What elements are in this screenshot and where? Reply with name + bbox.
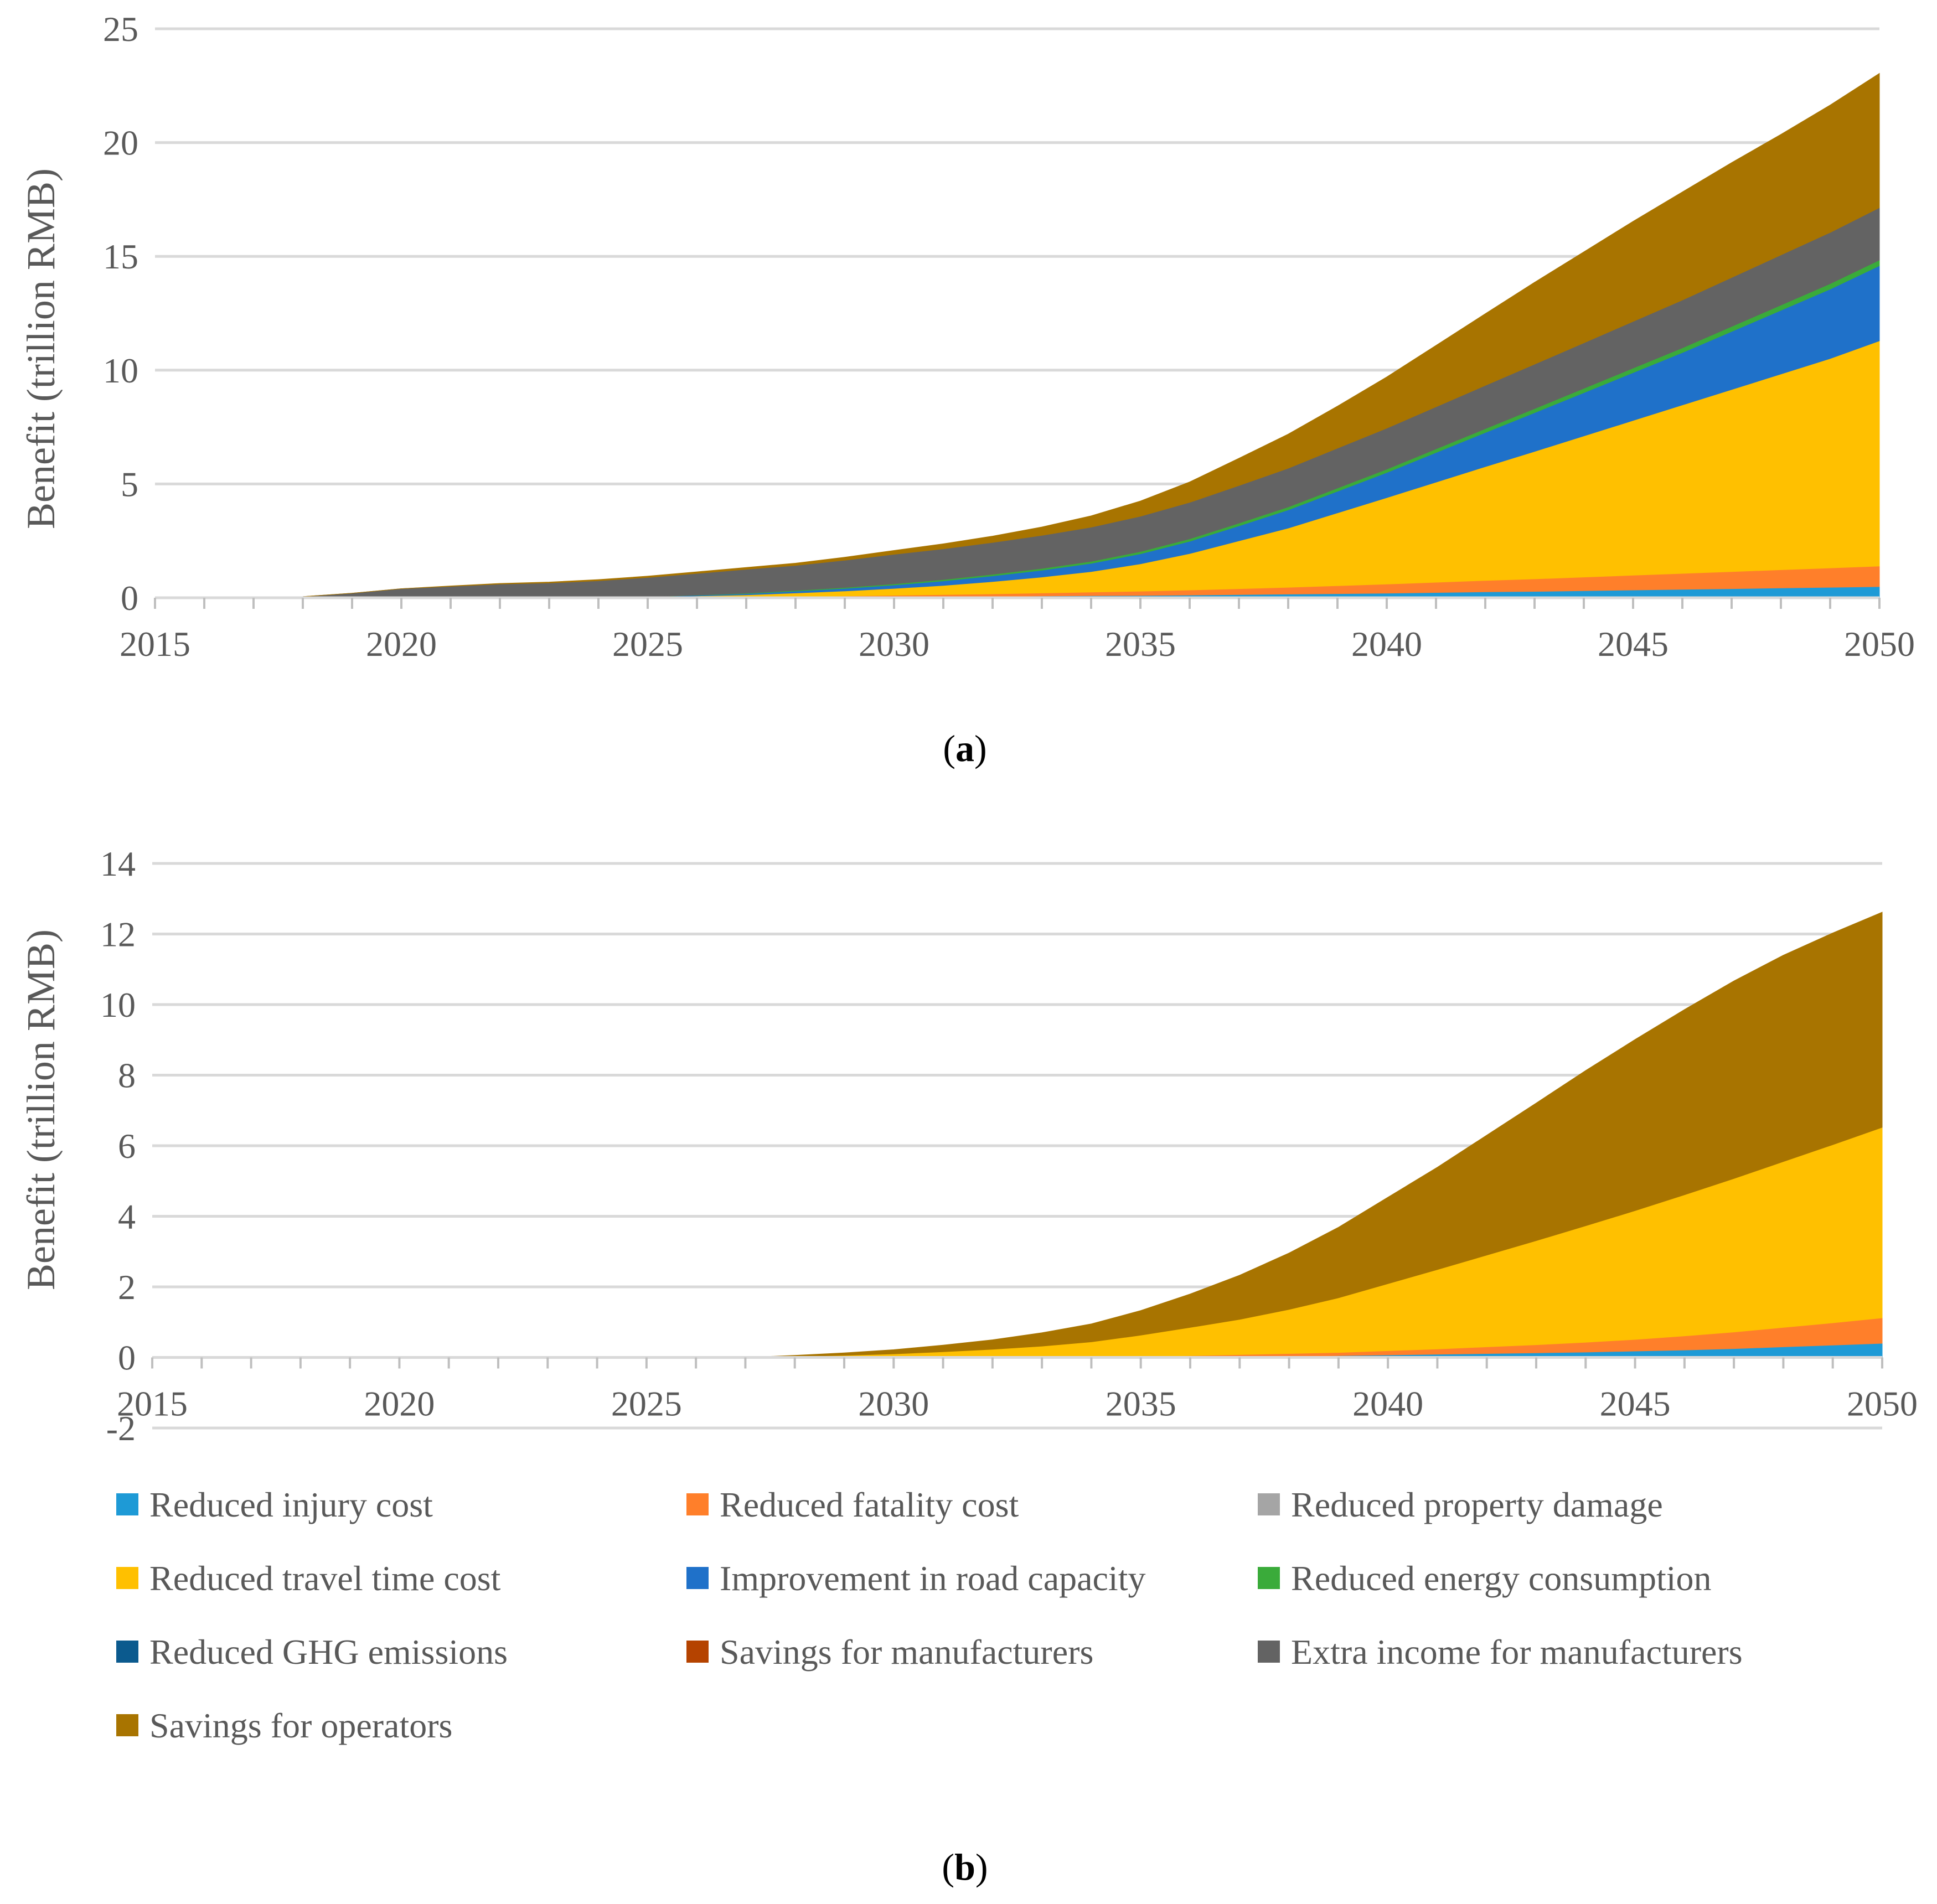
y-tick-label-a-10: 10 <box>103 351 138 390</box>
legend-label-reduced-injury-cost: Reduced injury cost <box>149 1485 433 1524</box>
y-tick-label-b-14: 14 <box>100 844 136 883</box>
legend-label-reduced-ghg-emissions: Reduced GHG emissions <box>149 1632 508 1672</box>
chart-b-axes <box>151 1356 1883 1369</box>
legend-item-extra-income-for-manufacturers: Extra income for manufacturers <box>1258 1632 1743 1672</box>
y-tick-label-b-10: 10 <box>100 985 136 1025</box>
chart-a-y-tick-labels: 0 5 10 15 20 25 <box>103 9 138 618</box>
y-tick-label-b-6: 6 <box>118 1126 136 1166</box>
legend: Reduced injury cost Reduced fatality cost… <box>116 1485 1743 1745</box>
legend-label-reduced-fatality-cost: Reduced fatality cost <box>720 1485 1019 1524</box>
x-tick-label-b-2025: 2025 <box>611 1384 682 1424</box>
chart-b-y-tick-labels: -2 0 2 4 6 8 10 12 14 <box>100 844 136 1448</box>
x-tick-label-b-2050: 2050 <box>1847 1384 1918 1424</box>
legend-label-savings-for-manufacturers: Savings for manufacturers <box>720 1632 1093 1672</box>
panel-label-b: (b) <box>942 1846 988 1888</box>
legend-swatch-reduced-travel-time-cost <box>116 1567 138 1589</box>
x-tick-label-a-2050: 2050 <box>1844 624 1915 664</box>
legend-item-reduced-ghg-emissions: Reduced GHG emissions <box>116 1632 508 1672</box>
x-tick-label-a-2015: 2015 <box>120 624 190 664</box>
legend-swatch-savings-for-operators <box>116 1714 138 1736</box>
x-tick-label-a-2020: 2020 <box>366 624 437 664</box>
y-tick-label-b--2: -2 <box>106 1409 136 1448</box>
x-tick-label-b-2045: 2045 <box>1600 1384 1671 1424</box>
legend-label-savings-for-operators: Savings for operators <box>149 1706 452 1745</box>
y-tick-label-a-15: 15 <box>103 237 138 276</box>
x-tick-label-b-2015: 2015 <box>117 1384 188 1424</box>
legend-swatch-reduced-ghg-emissions <box>116 1641 138 1663</box>
chart-b-y-axis-label: Benefit (trillion RMB) <box>19 929 63 1290</box>
y-tick-label-b-12: 12 <box>100 915 136 954</box>
y-tick-label-b-8: 8 <box>118 1056 136 1095</box>
legend-item-savings-for-manufacturers: Savings for manufacturers <box>686 1632 1093 1672</box>
x-tick-label-b-2040: 2040 <box>1352 1384 1423 1424</box>
chart-a-axes <box>154 596 1881 609</box>
legend-label-extra-income-for-manufacturers: Extra income for manufacturers <box>1291 1632 1743 1672</box>
x-tick-label-b-2030: 2030 <box>858 1384 929 1424</box>
y-tick-label-a-20: 20 <box>103 123 138 163</box>
legend-item-reduced-fatality-cost: Reduced fatality cost <box>686 1485 1019 1524</box>
x-tick-label-a-2040: 2040 <box>1351 624 1422 664</box>
x-tick-label-a-2030: 2030 <box>859 624 929 664</box>
legend-label-reduced-property-damage: Reduced property damage <box>1291 1485 1663 1524</box>
legend-swatch-reduced-energy-consumption <box>1258 1567 1280 1589</box>
legend-item-reduced-energy-consumption: Reduced energy consumption <box>1258 1559 1712 1598</box>
y-tick-label-b-4: 4 <box>118 1197 136 1236</box>
x-tick-label-b-2035: 2035 <box>1106 1384 1176 1424</box>
x-tick-label-b-2020: 2020 <box>364 1384 435 1424</box>
y-tick-label-a-0: 0 <box>121 578 138 618</box>
area-a-savings-for-operators <box>155 73 1880 598</box>
x-tick-label-a-2035: 2035 <box>1105 624 1176 664</box>
y-tick-label-b-2: 2 <box>118 1267 136 1307</box>
legend-label-reduced-travel-time-cost: Reduced travel time cost <box>149 1559 501 1598</box>
legend-item-improvement-in-road-capacity: Improvement in road capacity <box>686 1559 1145 1598</box>
legend-swatch-improvement-in-road-capacity <box>686 1567 709 1589</box>
x-tick-label-a-2045: 2045 <box>1598 624 1669 664</box>
y-tick-label-b-0: 0 <box>118 1338 136 1378</box>
legend-item-reduced-injury-cost: Reduced injury cost <box>116 1485 433 1524</box>
legend-item-reduced-property-damage: Reduced property damage <box>1258 1485 1663 1524</box>
legend-swatch-reduced-property-damage <box>1258 1493 1280 1515</box>
legend-item-savings-for-operators: Savings for operators <box>116 1706 452 1745</box>
chart-a-areas <box>155 73 1880 598</box>
legend-item-reduced-travel-time-cost: Reduced travel time cost <box>116 1559 501 1598</box>
legend-swatch-reduced-injury-cost <box>116 1493 138 1515</box>
chart-a-x-tick-labels: 2015 2020 2025 2030 2035 2040 2045 2050 <box>120 624 1915 664</box>
legend-swatch-savings-for-manufacturers <box>686 1641 709 1663</box>
legend-label-improvement-in-road-capacity: Improvement in road capacity <box>720 1559 1145 1598</box>
chart-a-y-axis-label: Benefit (trillion RMB) <box>19 168 63 529</box>
chart-b-areas <box>152 912 1883 1358</box>
panel-label-a: (a) <box>943 727 986 769</box>
x-tick-label-a-2025: 2025 <box>612 624 683 664</box>
legend-swatch-extra-income-for-manufacturers <box>1258 1641 1280 1663</box>
legend-swatch-reduced-fatality-cost <box>686 1493 709 1515</box>
legend-label-reduced-energy-consumption: Reduced energy consumption <box>1291 1559 1712 1598</box>
chart-b-x-tick-labels: 2015 2020 2025 2030 2035 2040 2045 2050 <box>117 1384 1918 1424</box>
y-tick-label-a-25: 25 <box>103 9 138 49</box>
y-tick-label-a-5: 5 <box>121 464 138 504</box>
